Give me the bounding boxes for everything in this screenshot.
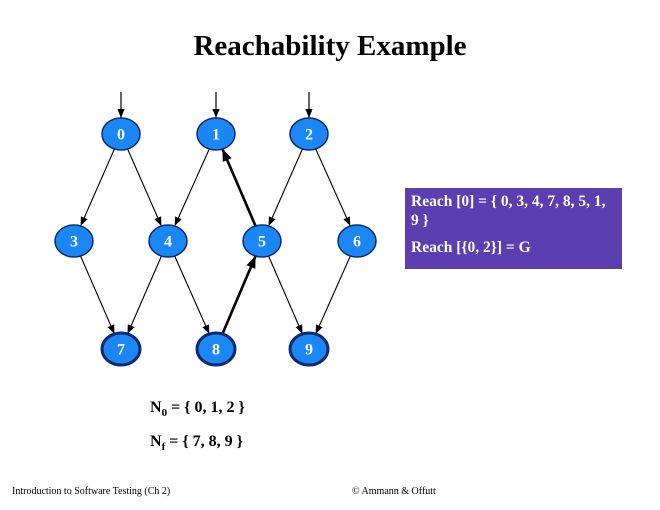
final-set-symbol: N bbox=[150, 433, 162, 450]
final-set-value: = { 7, 8, 9 } bbox=[165, 433, 243, 450]
edge-4-8 bbox=[174, 255, 210, 335]
edge-0-3 bbox=[80, 148, 115, 227]
node-8 bbox=[195, 331, 237, 367]
edge-4-7 bbox=[127, 255, 162, 335]
node-7 bbox=[100, 331, 142, 367]
reach-line-1: Reach [0] = { 0, 3, 4, 7, 8, 5, 1, 9 } bbox=[411, 193, 606, 229]
reach-box: Reach [0] = { 0, 3, 4, 7, 8, 5, 1, 9 } R… bbox=[405, 188, 622, 269]
footer-copyright: © Ammann & Offutt bbox=[352, 486, 436, 497]
node-0 bbox=[101, 117, 141, 151]
node-3 bbox=[54, 224, 94, 258]
edge-1-4 bbox=[174, 148, 210, 227]
node-label-1: 1 bbox=[212, 127, 220, 144]
initial-set-subscript: 0 bbox=[161, 407, 168, 420]
slide-title: Reachability Example bbox=[193, 30, 467, 62]
edge-3-7 bbox=[80, 255, 115, 335]
node-label-5: 5 bbox=[258, 234, 266, 251]
edge-2-6 bbox=[315, 148, 351, 227]
initial-set-symbol: N bbox=[150, 399, 162, 416]
node-label-3: 3 bbox=[70, 234, 78, 251]
edge-8-5 bbox=[221, 255, 257, 335]
node-label-7: 7 bbox=[117, 342, 125, 359]
edge-2-5 bbox=[268, 148, 303, 227]
node-label-6: 6 bbox=[353, 234, 361, 251]
footer-course: Introduction to Software Testing (Ch 2) bbox=[12, 486, 171, 497]
node-5 bbox=[242, 224, 282, 258]
node-label-9: 9 bbox=[305, 342, 313, 359]
node-9 bbox=[288, 331, 330, 367]
final-nodes-set: Nf = { 7, 8, 9 } bbox=[150, 433, 243, 453]
node-2 bbox=[289, 117, 329, 151]
initial-nodes-set: N0 = { 0, 1, 2 } bbox=[150, 399, 245, 419]
node-label-8: 8 bbox=[212, 342, 220, 359]
final-set-subscript: f bbox=[161, 441, 166, 454]
node-label-2: 2 bbox=[305, 127, 313, 144]
edge-0-4 bbox=[127, 148, 162, 227]
edge-5-9 bbox=[268, 255, 303, 335]
reach-line-2: Reach [{0, 2}] = G bbox=[411, 239, 531, 256]
node-label-0: 0 bbox=[117, 127, 125, 144]
node-1 bbox=[196, 117, 236, 151]
initial-set-value: = { 0, 1, 2 } bbox=[167, 399, 245, 416]
node-label-4: 4 bbox=[164, 234, 172, 251]
node-4 bbox=[148, 224, 188, 258]
node-6 bbox=[337, 224, 377, 258]
edge-5-1 bbox=[221, 148, 257, 227]
edge-6-9 bbox=[315, 255, 351, 335]
